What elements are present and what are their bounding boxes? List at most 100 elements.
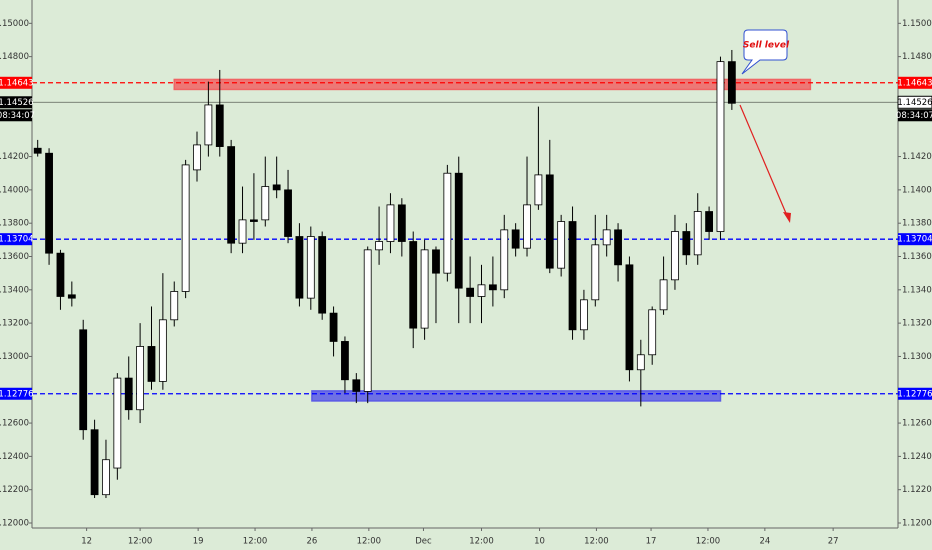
x-tick-label: 27: [828, 537, 839, 547]
y-tick-label: 1.13000: [0, 352, 29, 362]
y-tick-label: 1.12600: [902, 419, 932, 429]
candle-body: [636, 354, 645, 371]
candle-body: [500, 229, 509, 291]
candle-body: [272, 184, 281, 191]
candle-body: [648, 309, 657, 356]
x-tick-label: 12:00: [584, 537, 609, 547]
candle-body: [193, 144, 201, 171]
candle-body: [454, 172, 463, 289]
candle-body: [523, 204, 531, 249]
candle-body: [716, 61, 725, 232]
level-tag: [0, 387, 32, 400]
x-tick-label: 12:00: [128, 537, 153, 547]
candle-body: [432, 249, 440, 274]
candle-body: [614, 229, 622, 266]
y-tick-label: 1.13200: [902, 319, 932, 329]
level-tag-label: 1.14643: [897, 78, 932, 88]
candle-body: [409, 241, 418, 329]
arrow-head: [783, 212, 791, 223]
x-tick-label: 10: [534, 537, 545, 547]
candle-body: [124, 377, 133, 411]
candle-body: [693, 211, 702, 256]
candle-body: [341, 341, 349, 381]
y-tick-label: 1.15000: [0, 19, 29, 29]
candle-body: [625, 264, 634, 371]
y-tick-label: 1.14200: [902, 152, 932, 162]
candle-body: [181, 164, 190, 292]
candle-body: [466, 287, 475, 297]
y-tick-label: 1.12000: [902, 519, 932, 529]
callout: Sell level: [741, 29, 790, 75]
level-tag-label: 1.14526: [0, 98, 34, 108]
y-tick-label: 1.13800: [0, 219, 29, 229]
y-tick-label: 1.13400: [0, 285, 29, 295]
level-tag: [898, 233, 932, 246]
candle-body: [705, 211, 713, 232]
candle-body: [363, 249, 372, 392]
candle-body: [67, 294, 76, 299]
candle-body: [488, 284, 497, 291]
zone: [173, 78, 812, 91]
x-tick-label: 12:00: [696, 537, 721, 547]
zone: [311, 390, 722, 402]
candle-body: [306, 236, 315, 299]
candle-body: [727, 61, 736, 104]
y-tick-label: 1.12600: [0, 419, 29, 429]
candle-body: [568, 221, 577, 331]
y-tick-label: 1.14800: [0, 52, 29, 62]
callout-bubble: [741, 29, 788, 75]
candle-body: [329, 312, 338, 342]
y-tick-label: 1.13400: [902, 285, 932, 295]
x-tick-label: 12:00: [243, 537, 268, 547]
candle-body: [204, 104, 213, 146]
x-tick-label: 26: [307, 537, 318, 547]
candle-body: [250, 219, 258, 222]
level-tag: [0, 233, 32, 246]
candle-body: [477, 284, 486, 297]
candle-body: [113, 377, 122, 469]
candle-body: [682, 231, 691, 256]
candle-body: [420, 249, 429, 329]
y-tick-label: 1.13600: [902, 252, 932, 262]
candle-body: [318, 236, 327, 314]
y-tick-label: 1.12400: [902, 452, 932, 462]
candle-body: [545, 174, 554, 269]
level-tag-label: 1.12776: [0, 389, 34, 399]
level-tag-label: 1.14526: [897, 98, 932, 108]
candle-body: [557, 221, 566, 269]
candle-body: [580, 299, 588, 331]
level-tag-label: 1.14643: [0, 78, 34, 88]
candle-body: [352, 379, 361, 392]
level-tag-label: 1.13704: [897, 235, 932, 245]
y-tick-label: 1.12400: [0, 452, 29, 462]
level-tag: [898, 387, 932, 400]
candle-body: [170, 291, 179, 321]
candle-body: [591, 244, 600, 301]
x-tick-label: 24: [759, 537, 770, 547]
candle-body: [33, 147, 42, 154]
candle-body: [238, 219, 247, 244]
candle-body: [659, 279, 668, 311]
candle-body: [671, 231, 679, 281]
candle-body: [102, 459, 110, 496]
candle-body: [90, 429, 99, 496]
x-tick-label: 19: [193, 537, 204, 547]
x-tick-label: 12: [81, 537, 92, 547]
candle-body: [443, 172, 452, 274]
candle-body: [295, 236, 304, 299]
y-tick-label: 1.13600: [0, 252, 29, 262]
candle-body: [79, 329, 88, 431]
countdown-tag: [898, 109, 932, 122]
level-tag: [0, 96, 32, 109]
level-tag: [897, 95, 932, 109]
y-tick-label: 1.14800: [902, 52, 932, 62]
y-tick-label: 1.14000: [0, 185, 29, 195]
y-tick-label: 1.13000: [902, 352, 932, 362]
x-tick-label: 17: [646, 537, 657, 547]
candle-body: [397, 204, 406, 242]
y-tick-label: 1.12200: [0, 485, 29, 495]
candle-body: [511, 229, 520, 249]
candle-body: [602, 229, 611, 246]
